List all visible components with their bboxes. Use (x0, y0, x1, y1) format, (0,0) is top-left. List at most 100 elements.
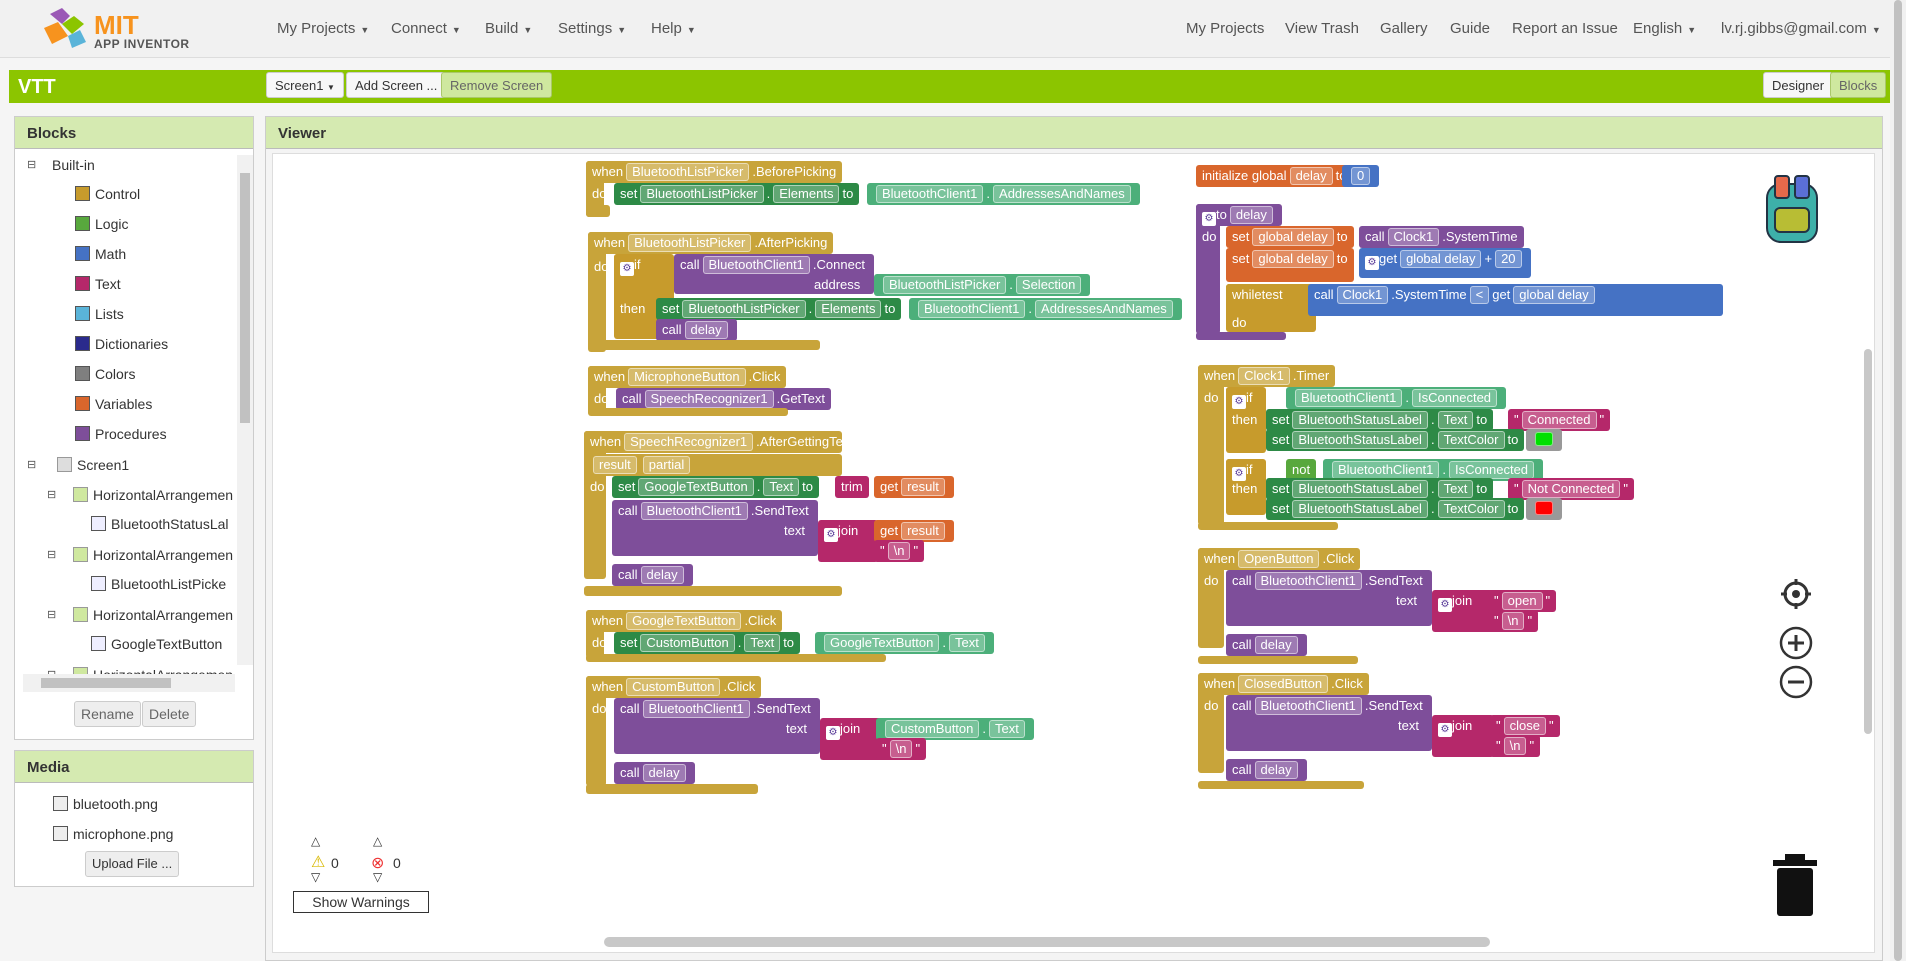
mutator-gear-icon[interactable]: ⚙ (1438, 723, 1452, 737)
dropdown-field[interactable]: GoogleTextButton (638, 478, 754, 496)
call-block[interactable]: call Clock1 .SystemTime (1359, 226, 1524, 248)
dropdown-field[interactable]: BluetoothListPicker (883, 276, 1007, 294)
dropdown-field[interactable]: BluetoothClient1 (918, 300, 1026, 318)
dropdown-field[interactable]: global delay (1252, 228, 1334, 246)
if-block[interactable]: ⚙ if (1226, 387, 1259, 409)
do-label[interactable]: do (1196, 226, 1222, 248)
address-label[interactable]: address (808, 274, 866, 296)
tree-builtin-item[interactable]: Colors (75, 366, 135, 382)
dropdown-field[interactable]: TextColor (1437, 500, 1505, 518)
workspace-horizontal-scrollbar[interactable] (604, 937, 1490, 947)
text-block[interactable]: " open " (1488, 590, 1557, 612)
dropdown-field[interactable]: OpenButton (1238, 550, 1320, 568)
dropdown-field[interactable]: delay (640, 566, 684, 584)
dropdown-field[interactable]: close (1503, 717, 1546, 735)
text-label[interactable]: text (1390, 590, 1423, 612)
dropdown-field[interactable]: BluetoothClient1 (876, 185, 984, 203)
procedure-block[interactable]: ⚙ to delay (1196, 204, 1282, 226)
remove-screen-button[interactable]: Remove Screen (441, 72, 553, 98)
show-warnings-button[interactable]: Show Warnings (293, 891, 429, 913)
dropdown-field[interactable]: global delay (1513, 286, 1595, 304)
dropdown-field[interactable]: CustomButton (626, 678, 721, 696)
getter-block[interactable]: BluetoothClient1. AddressesAndNames (867, 183, 1140, 205)
do-label[interactable]: do (586, 183, 612, 205)
dropdown-field[interactable]: ClosedButton (1238, 675, 1329, 693)
compare-block[interactable]: call Clock1 .SystemTime < get global delay (1308, 284, 1723, 316)
menu-account[interactable]: lv.rj.gibbs@gmail.com ▼ (1721, 20, 1881, 37)
tree-builtin[interactable]: Built-in (52, 157, 95, 173)
while-block[interactable]: whiletest (1226, 284, 1289, 306)
text-label[interactable]: text (1392, 715, 1425, 737)
set-block[interactable]: set GoogleTextButton. Text to (612, 476, 820, 498)
call-block[interactable]: call BluetoothClient1 .Connect (674, 254, 874, 294)
call-block[interactable]: call delay (656, 319, 737, 341)
dropdown-field[interactable]: Text (989, 720, 1025, 738)
mutator-gear-icon[interactable]: ⚙ (620, 262, 634, 276)
mutator-gear-icon[interactable]: ⚙ (1202, 212, 1216, 226)
tree-vertical-scrollbar-thumb[interactable] (240, 173, 250, 423)
mutator-gear-icon[interactable]: ⚙ (826, 726, 840, 740)
do-label[interactable]: do (588, 388, 614, 410)
collapse-icon[interactable]: ⊟ (47, 489, 57, 501)
getter-block[interactable]: BluetoothClient1. AddressesAndNames (909, 298, 1182, 320)
dropdown-field[interactable]: Elements (773, 185, 840, 203)
dropdown-field[interactable]: BluetoothStatusLabel (1292, 431, 1428, 449)
dropdown-field[interactable]: result (593, 456, 637, 474)
dropdown-field[interactable]: IsConnected (1449, 461, 1535, 479)
set-block[interactable]: set CustomButton. Text to (614, 632, 801, 654)
dropdown-field[interactable]: delay (1229, 206, 1273, 224)
dropdown-field[interactable]: AddressesAndNames (993, 185, 1131, 203)
link-view-trash[interactable]: View Trash (1285, 20, 1359, 37)
call-block[interactable]: call delay (1226, 634, 1307, 656)
tree-builtin-item[interactable]: Text (75, 276, 121, 292)
menu-connect[interactable]: Connect ▼ (391, 20, 461, 37)
mutator-gear-icon[interactable]: ⚙ (1232, 395, 1246, 409)
dropdown-field[interactable]: BluetoothListPicker (640, 185, 764, 203)
color-swatch[interactable] (1535, 501, 1553, 515)
page-scrollbar[interactable] (1890, 0, 1906, 961)
call-block[interactable]: call BluetoothClient1 .SendText (1226, 695, 1432, 751)
text-label[interactable]: text (780, 718, 813, 740)
then-label[interactable]: then (1226, 478, 1263, 500)
set-global[interactable]: set global delay to (1226, 248, 1354, 282)
dropdown-field[interactable]: \n (1503, 737, 1527, 755)
event-block[interactable]: when Clock1 .Timer (1198, 365, 1336, 387)
tree-builtin-item[interactable]: Procedures (75, 426, 167, 442)
set-block[interactable]: set BluetoothListPicker. Elements to (614, 183, 860, 205)
set-block[interactable]: set BluetoothStatusLabel. Text to (1266, 478, 1494, 500)
event-block[interactable]: when MicrophoneButton .Click (588, 366, 787, 388)
getter-block[interactable]: BluetoothListPicker. Selection (874, 274, 1091, 296)
dropdown-field[interactable]: AddressesAndNames (1035, 300, 1173, 318)
event-block[interactable]: when OpenButton .Click (1198, 548, 1361, 570)
blocks-workspace[interactable]: when BluetoothListPicker .BeforePicking do s… (272, 153, 1875, 953)
set-block[interactable]: set BluetoothStatusLabel. TextColor to (1266, 498, 1525, 520)
warning-next-arrow[interactable]: ▽ (311, 870, 321, 884)
dropdown-field[interactable]: BluetoothClient1 (702, 256, 810, 274)
zoom-out-icon[interactable] (1779, 665, 1813, 699)
dropdown-field[interactable]: TextColor (1437, 431, 1505, 449)
if-block[interactable]: ⚙ if (614, 254, 647, 276)
getter-block[interactable]: CustomButton. Text (876, 718, 1034, 740)
link-guide[interactable]: Guide (1450, 20, 1491, 37)
color-block[interactable] (1526, 498, 1562, 520)
text-label[interactable]: text (778, 520, 811, 542)
dropdown-field[interactable]: partial (642, 456, 691, 474)
do-label[interactable]: do (1198, 695, 1224, 717)
dropdown-field[interactable]: BluetoothStatusLabel (1292, 411, 1428, 429)
tree-component-child[interactable]: GoogleTextButton (91, 636, 222, 652)
tree-builtin-item[interactable]: Variables (75, 396, 152, 412)
tree-horizontal-scrollbar-thumb[interactable] (41, 678, 171, 688)
rename-button[interactable]: Rename (74, 701, 141, 727)
event-block[interactable]: when CustomButton .Click (586, 676, 762, 698)
trim-block[interactable]: trim (835, 476, 869, 498)
menu-help[interactable]: Help ▼ (651, 20, 696, 37)
color-swatch[interactable] (1535, 432, 1553, 446)
screen-select[interactable]: Screen1 ▼ (266, 72, 344, 98)
do-label[interactable]: do (586, 698, 612, 720)
link-report-issue[interactable]: Report an Issue (1512, 20, 1618, 37)
dropdown-field[interactable]: Clock1 (1336, 286, 1389, 304)
getter-block[interactable]: BluetoothClient1. IsConnected (1286, 387, 1507, 409)
add-screen-button[interactable]: Add Screen ... (346, 72, 447, 98)
dropdown-field[interactable]: BluetoothClient1 (1254, 572, 1362, 590)
